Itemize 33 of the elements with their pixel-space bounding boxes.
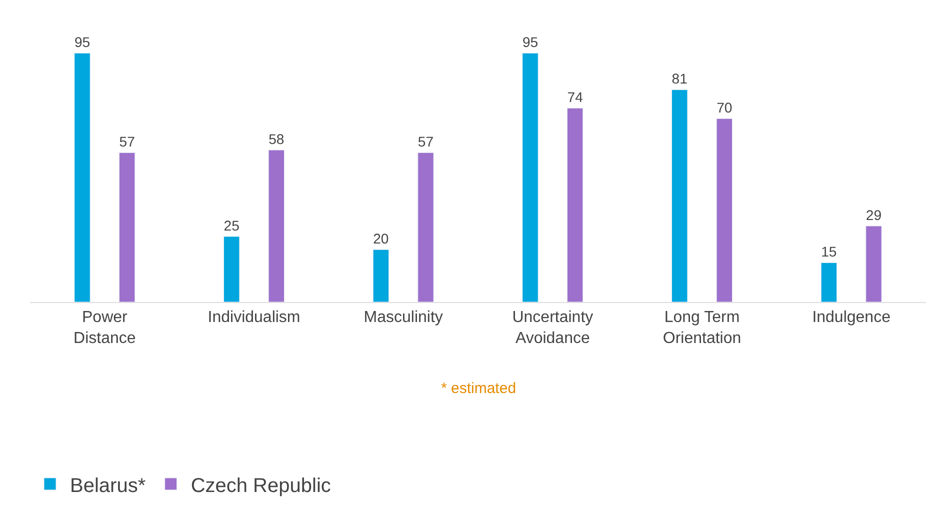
data-label: 95 [74, 34, 90, 50]
x-tick-label: Masculinity [364, 309, 443, 326]
data-label: 70 [716, 99, 732, 116]
bar [716, 118, 732, 302]
data-label: 74 [567, 88, 584, 105]
bar [224, 236, 240, 302]
data-label: 57 [418, 133, 434, 150]
data-label: 57 [119, 133, 136, 150]
legend-label: Czech Republic [190, 474, 331, 497]
x-tick-label: Long Term Orientation [662, 309, 742, 347]
data-label: 81 [672, 70, 688, 87]
x-tick-label: Individualism [208, 309, 300, 326]
bar [268, 150, 284, 302]
bar [118, 152, 136, 302]
x-tick-label: Power Distance [74, 309, 136, 347]
legend-label: Belarus* [70, 474, 146, 497]
x-tick-label: Indulgence [812, 309, 891, 326]
data-label: 29 [866, 206, 882, 223]
x-tick-label: Uncertainty Avoidance [512, 309, 594, 347]
data-label: 95 [522, 34, 538, 50]
bar [672, 90, 688, 302]
data-label: 15 [821, 244, 837, 260]
bar [74, 52, 90, 302]
bar [820, 262, 838, 302]
bar [418, 152, 434, 302]
data-label: 25 [224, 217, 240, 234]
data-label: 58 [268, 130, 284, 147]
data-label: 20 [373, 230, 389, 246]
bar [372, 249, 390, 302]
bar [866, 226, 882, 302]
bar [566, 108, 584, 302]
text: * estimated [441, 380, 516, 397]
bar [522, 52, 538, 302]
